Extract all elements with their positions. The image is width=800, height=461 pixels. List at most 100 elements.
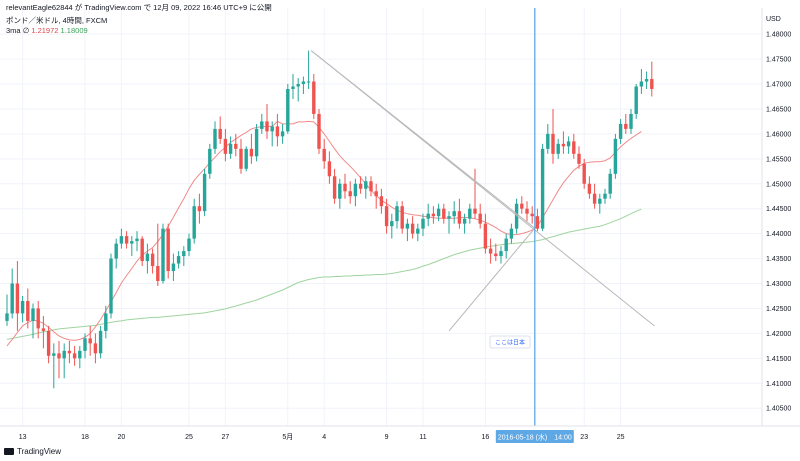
candle[interactable] (452, 201, 456, 224)
candle[interactable] (364, 176, 368, 199)
candle[interactable] (348, 181, 352, 204)
candle[interactable] (384, 198, 389, 234)
candle[interactable] (10, 268, 14, 319)
candle[interactable] (228, 136, 233, 159)
candle[interactable] (301, 76, 306, 94)
candle[interactable] (62, 343, 66, 379)
candle[interactable] (447, 211, 451, 234)
candle[interactable] (650, 61, 654, 97)
candle[interactable] (462, 213, 467, 234)
candle[interactable] (488, 238, 493, 264)
candle[interactable] (369, 176, 373, 197)
candle[interactable] (140, 236, 144, 267)
candle[interactable] (306, 50, 311, 89)
candle[interactable] (483, 213, 488, 254)
candle[interactable] (509, 223, 514, 244)
candle[interactable] (67, 340, 72, 364)
candle[interactable] (613, 133, 618, 179)
candle[interactable] (514, 198, 519, 234)
candle[interactable] (88, 325, 92, 356)
footer[interactable]: TradingView (4, 447, 61, 456)
candle[interactable] (431, 206, 436, 224)
candle[interactable] (629, 108, 633, 134)
candle[interactable] (618, 118, 623, 144)
candle[interactable] (213, 121, 217, 154)
candle[interactable] (426, 203, 430, 227)
candle[interactable] (98, 325, 103, 359)
candle[interactable] (57, 340, 61, 379)
candle[interactable] (582, 158, 586, 189)
candle[interactable] (374, 183, 378, 209)
indicator-legend[interactable]: 3ma ∅ 1.21972 1.18009 (6, 26, 88, 35)
candle[interactable] (254, 123, 259, 162)
candle[interactable] (494, 243, 498, 262)
candle[interactable] (639, 69, 644, 94)
candle[interactable] (577, 146, 581, 169)
candle[interactable] (36, 300, 40, 339)
candle[interactable] (556, 138, 560, 159)
candle[interactable] (150, 248, 155, 274)
candle[interactable] (546, 123, 550, 154)
candle[interactable] (291, 74, 295, 99)
candle[interactable] (504, 233, 508, 259)
candle[interactable] (161, 223, 165, 284)
candle[interactable] (644, 71, 649, 89)
symbol-title[interactable]: ポンド／米ドル, 4時間, FXCM (6, 16, 108, 25)
candle[interactable] (270, 121, 274, 147)
candle[interactable] (244, 146, 248, 172)
candle[interactable] (114, 238, 118, 269)
candle[interactable] (353, 178, 358, 207)
candle[interactable] (566, 136, 571, 154)
candle[interactable] (46, 325, 51, 364)
candle[interactable] (192, 198, 196, 244)
candle[interactable] (410, 216, 415, 239)
annotation-box[interactable]: ここは日本 (489, 335, 531, 349)
candle[interactable] (78, 345, 82, 369)
candle[interactable] (104, 305, 108, 339)
candle[interactable] (457, 198, 462, 229)
candle[interactable] (156, 223, 160, 287)
candle[interactable] (260, 113, 264, 134)
candle[interactable] (187, 233, 191, 257)
candle[interactable] (436, 203, 441, 222)
candle[interactable] (561, 131, 566, 154)
candle[interactable] (286, 84, 290, 134)
candle[interactable] (343, 173, 347, 199)
candle[interactable] (171, 253, 176, 282)
candle[interactable] (327, 151, 332, 184)
candle[interactable] (405, 218, 410, 242)
candle[interactable] (390, 213, 394, 239)
candle[interactable] (520, 196, 524, 214)
candle[interactable] (317, 108, 321, 154)
candle[interactable] (5, 294, 9, 326)
candle[interactable] (31, 303, 35, 339)
candle[interactable] (587, 176, 592, 199)
candle[interactable] (72, 345, 77, 366)
candle[interactable] (26, 288, 30, 329)
candles-layer[interactable] (5, 50, 654, 389)
candle[interactable] (312, 74, 316, 119)
candle[interactable] (624, 113, 628, 134)
candle[interactable] (135, 231, 139, 252)
candle[interactable] (530, 206, 534, 224)
candle[interactable] (109, 253, 113, 319)
candle[interactable] (197, 193, 202, 224)
price-axis[interactable]: 1.48000 1.47500 1.47000 1.46500 1.46000 1.455… (766, 32, 791, 413)
candle[interactable] (119, 228, 124, 249)
candle[interactable] (634, 84, 638, 119)
trend-line[interactable] (448, 227, 536, 332)
candle[interactable] (202, 168, 207, 217)
candle[interactable] (83, 333, 87, 359)
candle[interactable] (93, 333, 98, 364)
candle[interactable] (535, 208, 540, 232)
candle[interactable] (182, 246, 186, 267)
candle[interactable] (608, 168, 612, 199)
candle[interactable] (280, 123, 285, 144)
candle[interactable] (208, 143, 212, 179)
candle[interactable] (478, 203, 482, 229)
candle[interactable] (421, 213, 425, 237)
candle[interactable] (249, 133, 254, 164)
candle[interactable] (551, 108, 555, 164)
indicator-hidden-icon[interactable]: ∅ (22, 26, 30, 35)
